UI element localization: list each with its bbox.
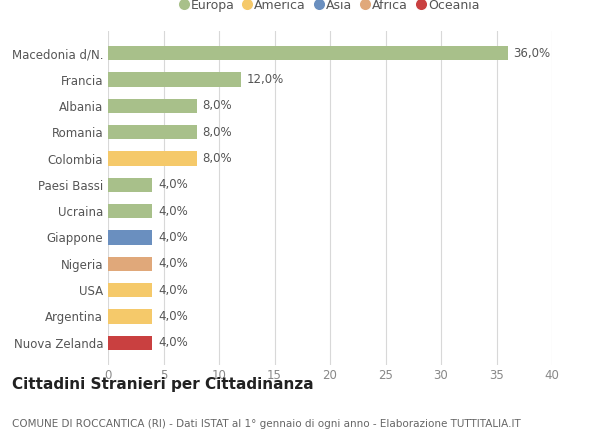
Text: 4,0%: 4,0% bbox=[158, 257, 188, 270]
Bar bbox=[108, 178, 152, 192]
Text: 36,0%: 36,0% bbox=[513, 47, 550, 60]
Text: COMUNE DI ROCCANTICA (RI) - Dati ISTAT al 1° gennaio di ogni anno - Elaborazione: COMUNE DI ROCCANTICA (RI) - Dati ISTAT a… bbox=[12, 419, 521, 429]
Bar bbox=[108, 257, 152, 271]
Text: 8,0%: 8,0% bbox=[202, 126, 232, 139]
Bar bbox=[108, 336, 152, 350]
Text: 4,0%: 4,0% bbox=[158, 231, 188, 244]
Text: 8,0%: 8,0% bbox=[202, 152, 232, 165]
Bar bbox=[108, 125, 197, 139]
Text: 12,0%: 12,0% bbox=[247, 73, 284, 86]
Text: 4,0%: 4,0% bbox=[158, 284, 188, 297]
Text: 4,0%: 4,0% bbox=[158, 205, 188, 218]
Bar bbox=[108, 230, 152, 245]
Legend: Europa, America, Asia, Africa, Oceania: Europa, America, Asia, Africa, Oceania bbox=[181, 0, 479, 11]
Text: 4,0%: 4,0% bbox=[158, 178, 188, 191]
Bar bbox=[108, 99, 197, 113]
Bar bbox=[108, 151, 197, 166]
Text: 8,0%: 8,0% bbox=[202, 99, 232, 112]
Bar bbox=[108, 309, 152, 324]
Bar bbox=[108, 72, 241, 87]
Text: Cittadini Stranieri per Cittadinanza: Cittadini Stranieri per Cittadinanza bbox=[12, 378, 314, 392]
Text: 4,0%: 4,0% bbox=[158, 336, 188, 349]
Bar bbox=[108, 204, 152, 218]
Text: 4,0%: 4,0% bbox=[158, 310, 188, 323]
Bar bbox=[108, 46, 508, 60]
Bar bbox=[108, 283, 152, 297]
